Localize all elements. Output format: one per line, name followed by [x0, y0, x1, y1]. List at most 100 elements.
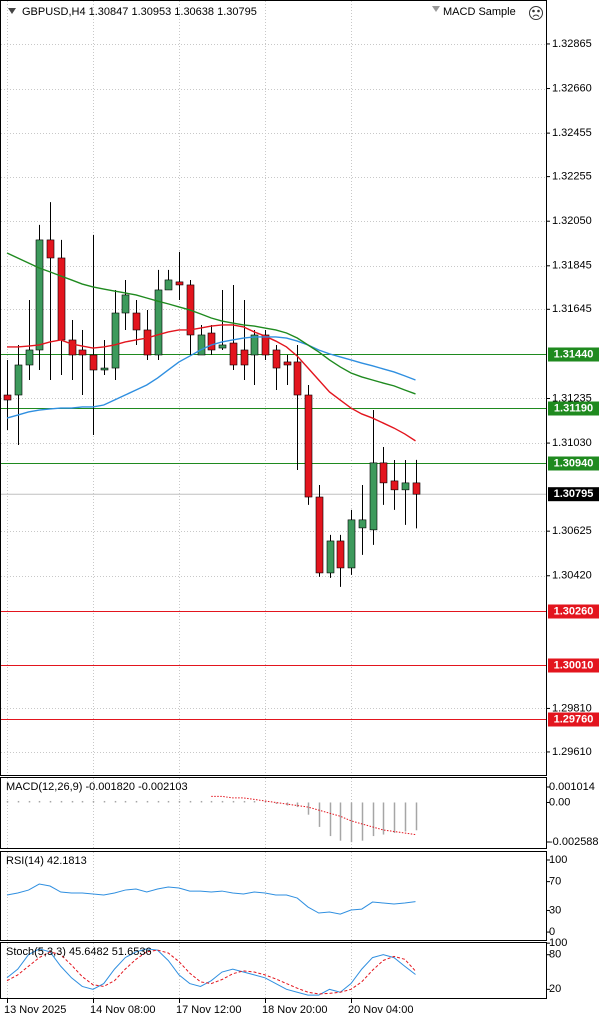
candle-body	[369, 462, 378, 531]
y-tick-label: 1.31235	[552, 392, 592, 404]
candle-body	[229, 342, 238, 366]
candle-body	[401, 482, 410, 491]
candle-body	[132, 312, 141, 331]
candle-body	[412, 482, 421, 495]
candle-body	[347, 519, 356, 569]
x-tick-label: 18 Nov 20:00	[262, 1004, 327, 1016]
last-price-label: 1.30795	[554, 488, 594, 500]
candle-body	[3, 394, 12, 401]
expert-menu-icon[interactable]	[432, 6, 440, 12]
y-tick-label: 0.001014	[549, 781, 595, 793]
candle-body	[207, 332, 216, 351]
y-tick-label: 1.32865	[552, 38, 592, 50]
level-label: 1.29760	[554, 713, 594, 725]
expert-name: MACD Sample	[443, 6, 516, 18]
moving-average-line	[6, 336, 416, 419]
level-label: 1.31190	[554, 402, 593, 414]
candle-body	[293, 361, 302, 396]
y-tick-label: 1.30420	[552, 570, 592, 582]
candle-body	[218, 344, 227, 349]
candle-body	[68, 339, 77, 356]
y-tick-label: 0.00	[549, 796, 570, 808]
candle-body	[240, 349, 249, 366]
y-tick-label: 1.32255	[552, 171, 592, 183]
indicator-title: MACD(12,26,9) -0.001820 -0.002103	[6, 781, 188, 793]
y-tick-label: 20	[549, 983, 561, 995]
level-label-box	[548, 401, 599, 416]
candle-body	[304, 394, 313, 498]
expert-status-icon[interactable]	[529, 6, 543, 20]
candle-body	[358, 519, 367, 529]
moving-average-line	[7, 324, 416, 442]
indicator-title: RSI(14) 42.1813	[6, 855, 87, 867]
smiley-eye	[532, 9, 535, 13]
smiley-face	[529, 6, 543, 20]
smiley-mouth	[532, 14, 540, 17]
smiley-eye	[537, 9, 540, 13]
y-tick-label: 1.31845	[552, 260, 592, 272]
y-tick-label: 100	[549, 937, 567, 949]
level-label-box	[548, 658, 599, 673]
y-tick-label: 1.30625	[552, 525, 592, 537]
y-tick-label: 1.32660	[552, 82, 592, 94]
stoch-frame	[0, 942, 547, 999]
y-tick-label: 100	[549, 854, 567, 866]
indicator-line	[6, 948, 416, 996]
candle-body	[336, 540, 345, 569]
indicator-line	[6, 883, 416, 915]
candle-body	[197, 334, 206, 356]
y-tick-label: 1.29610	[552, 746, 592, 758]
level-label-box	[548, 712, 599, 727]
level-label: 1.30010	[554, 659, 594, 671]
candle-body	[261, 334, 270, 356]
moving-average-line	[6, 252, 416, 395]
candle-body	[175, 281, 184, 286]
level-label: 1.30940	[554, 457, 594, 469]
candle-body	[283, 361, 292, 366]
candle-body	[250, 334, 259, 356]
chart-title: GBPUSD,H4 1.30847 1.30953 1.30638 1.3079…	[22, 6, 257, 18]
y-tick-label: 30	[549, 904, 561, 916]
indicator-title: Stoch(5,3,3) 45.6482 51.6536	[6, 946, 152, 958]
y-tick-label: 1.32455	[552, 127, 592, 139]
rsi-frame	[0, 851, 547, 941]
level-label-box	[548, 604, 599, 619]
candle-body	[100, 367, 109, 371]
indicator-line	[211, 795, 416, 836]
candle-body	[121, 294, 130, 314]
last-price-box	[548, 487, 599, 502]
symbol-menu-icon[interactable]	[8, 8, 16, 14]
y-tick-label: 80	[549, 949, 561, 961]
candle-body	[25, 349, 34, 366]
candle-body	[111, 312, 120, 369]
y-tick-label: 1.29810	[552, 702, 592, 714]
x-tick-label: 17 Nov 12:00	[176, 1004, 241, 1016]
candle-body	[35, 239, 44, 351]
candle-body	[164, 279, 173, 291]
main-frame	[0, 0, 547, 776]
frames	[0, 0, 547, 999]
level-label-box	[548, 456, 599, 471]
candle-body	[46, 239, 55, 259]
macd-frame	[0, 777, 547, 849]
candle-body	[315, 496, 324, 574]
candle-body	[154, 289, 163, 356]
candle-body	[57, 257, 66, 341]
candle-body	[143, 329, 152, 356]
candle-body	[14, 364, 23, 396]
indicator-line	[6, 949, 416, 995]
candle-body	[379, 462, 388, 484]
y-tick-label: 1.31030	[552, 437, 592, 449]
x-tick-label: 20 Nov 04:00	[348, 1004, 413, 1016]
x-tick-label: 14 Nov 08:00	[90, 1004, 155, 1016]
level-label: 1.30260	[554, 605, 594, 617]
candle-body	[326, 540, 335, 574]
candle-body	[390, 480, 399, 491]
candle-body	[89, 354, 98, 371]
level-label: 1.31440	[554, 348, 594, 360]
candle-body	[78, 349, 87, 356]
